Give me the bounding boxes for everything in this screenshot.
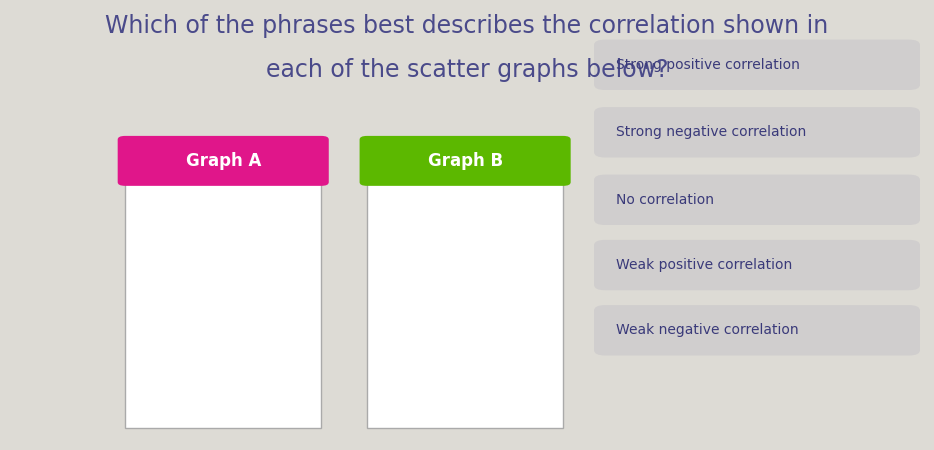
Text: Graph B: Graph B [428,152,502,170]
Point [418,345,433,352]
Point [258,348,273,356]
Text: Weak negative correlation: Weak negative correlation [616,323,800,338]
Point [217,338,232,345]
Point [239,330,254,338]
Point [190,217,205,224]
Text: Strong negative correlation: Strong negative correlation [616,125,807,140]
Point [242,312,257,319]
Point [221,289,236,296]
Point [212,248,227,255]
Point [234,271,249,278]
Point [473,271,488,278]
Point [440,312,455,319]
Point [201,235,216,242]
Point [454,298,469,305]
Point [459,291,474,298]
Point [425,338,440,345]
Text: No correlation: No correlation [616,193,715,207]
Text: Weak positive correlation: Weak positive correlation [616,258,793,272]
Text: Strong positive correlation: Strong positive correlation [616,58,800,72]
Text: 0: 0 [391,392,399,405]
Point [244,284,259,291]
Text: Which of the phrases best describes the correlation shown in: Which of the phrases best describes the … [106,14,828,37]
Point [432,330,446,338]
Point [198,284,213,291]
Text: each of the scatter graphs below?: each of the scatter graphs below? [266,58,668,82]
Point [228,258,243,265]
Point [184,266,199,273]
Point [439,320,454,327]
Point [252,302,267,309]
Point [231,320,246,327]
Point [481,262,496,269]
Text: 0: 0 [149,392,157,405]
Point [448,303,463,310]
Point [470,276,485,284]
Point [488,253,502,260]
Point [413,356,428,363]
Point [521,212,536,219]
Point [494,244,509,251]
Point [225,302,240,309]
Text: Graph A: Graph A [186,152,261,170]
Point [463,284,478,291]
